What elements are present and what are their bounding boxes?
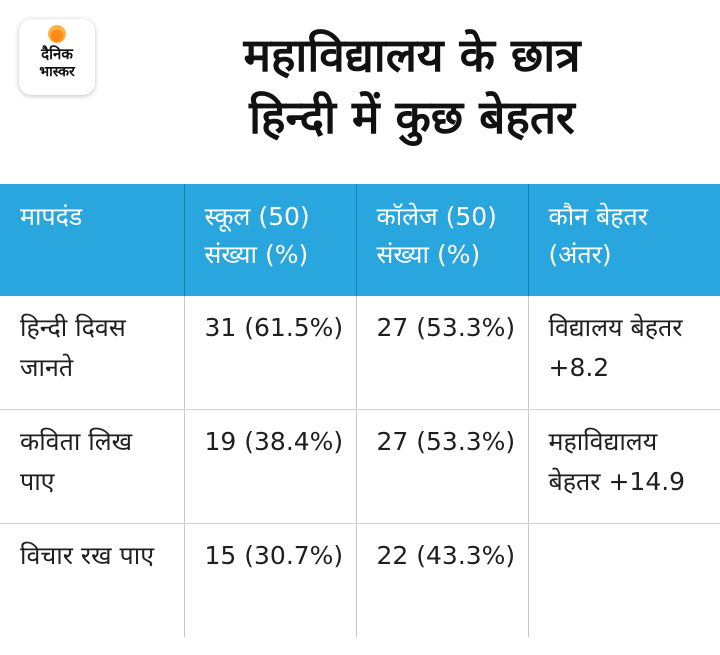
table-row: हिन्दी दिवस जानते 31 (61.5%) 27 (53.3%) … — [0, 296, 720, 410]
title-line-1: महाविद्यालय के छात्र — [243, 28, 581, 82]
cell-criteria: हिन्दी दिवस जानते — [0, 296, 185, 410]
table-row: विचार रख पाए 15 (30.7%) 22 (43.3%) — [0, 523, 720, 638]
table-header-row: मापदंड स्कूल (50) संख्या (%) कॉलेज (50) … — [0, 184, 720, 296]
cell-who-better: विद्यालय बेहतर +8.2 — [528, 296, 720, 410]
comparison-table: मापदंड स्कूल (50) संख्या (%) कॉलेज (50) … — [0, 184, 720, 637]
header-who-better: कौन बेहतर (अंतर) — [528, 184, 720, 296]
logo-text-line2: भास्कर — [39, 64, 75, 80]
cell-who-better — [528, 524, 720, 638]
cell-school: 19 (38.4%) — [184, 409, 357, 524]
page-header: दैनिक भास्कर महाविद्यालय के छात्र हिन्दी… — [0, 0, 720, 184]
page-title: महाविद्यालय के छात्र हिन्दी में कुछ बेहत… — [112, 24, 712, 148]
cell-school: 15 (30.7%) — [184, 523, 357, 637]
cell-college: 22 (43.3%) — [356, 523, 529, 637]
dainik-bhaskar-logo: दैनिक भास्कर — [19, 19, 95, 95]
table-row: कविता लिख पाए 19 (38.4%) 27 (53.3%) महाव… — [0, 409, 720, 524]
cell-who-better: महाविद्यालय बेहतर +14.9 — [528, 409, 720, 524]
title-line-2: हिन्दी में कुछ बेहतर — [249, 90, 575, 144]
header-criteria: मापदंड — [0, 184, 185, 296]
header-school: स्कूल (50) संख्या (%) — [184, 184, 357, 296]
logo-text-line1: दैनिक — [41, 45, 73, 63]
cell-college: 27 (53.3%) — [356, 409, 529, 524]
header-college: कॉलेज (50) संख्या (%) — [356, 184, 529, 296]
sun-logo-icon — [48, 25, 66, 43]
cell-criteria: विचार रख पाए — [0, 523, 185, 637]
cell-school: 31 (61.5%) — [184, 296, 357, 410]
cell-criteria: कविता लिख पाए — [0, 409, 185, 524]
cell-college: 27 (53.3%) — [356, 296, 529, 410]
